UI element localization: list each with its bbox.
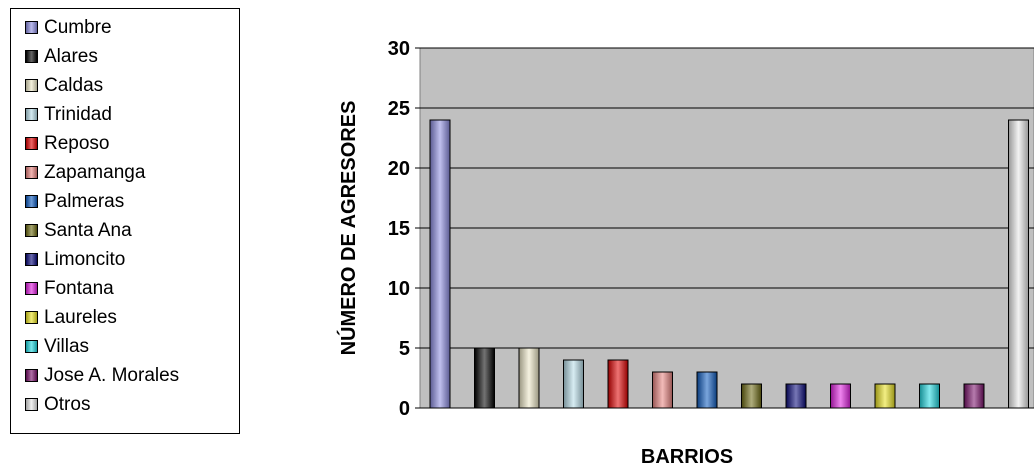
legend-label: Zapamanga [44, 161, 146, 183]
legend-item: Alares [25, 42, 239, 71]
legend-swatch [25, 398, 38, 411]
legend-item: Laureles [25, 303, 239, 332]
legend-label: Alares [44, 45, 98, 67]
legend-swatch [25, 21, 38, 34]
legend-item: Fontana [25, 274, 239, 303]
y-tick-label: 0 [399, 398, 410, 420]
y-tick-label: 30 [388, 38, 410, 60]
legend-item: Santa Ana [25, 216, 239, 245]
legend-item: Reposo [25, 129, 239, 158]
legend-label: Palmeras [44, 190, 125, 212]
bar-jose-a-morales [963, 383, 985, 409]
legend-swatch [25, 340, 38, 353]
legend-item: Villas [25, 332, 239, 361]
legend-label: Trinidad [44, 103, 112, 125]
y-axis-ticks: 0 5 10 15 20 25 30 [388, 38, 420, 420]
legend-label: Reposo [44, 132, 110, 154]
legend-label: Limoncito [44, 248, 126, 270]
bar-otros [1008, 119, 1029, 409]
y-tick-label: 25 [388, 98, 410, 120]
legend-swatch [25, 108, 38, 121]
legend-item: Zapamanga [25, 158, 239, 187]
legend-label: Jose A. Morales [44, 364, 180, 386]
legend-item: Palmeras [25, 187, 239, 216]
bar-santa-ana [741, 383, 762, 409]
legend-label: Villas [44, 335, 90, 357]
y-axis-label: NÚMERO DE AGRESORES [336, 101, 360, 356]
y-tick-label: 20 [388, 158, 410, 180]
legend-swatch [25, 311, 38, 324]
legend-item: Caldas [25, 71, 239, 100]
legend-item: Jose A. Morales [25, 361, 239, 390]
bar-zapamanga [652, 371, 673, 409]
legend-item: Otros [25, 390, 239, 419]
legend-swatch [25, 195, 38, 208]
y-tick-label: 10 [388, 278, 410, 300]
legend-swatch [25, 137, 38, 150]
bar-fontana [830, 383, 851, 409]
bar-trinidad [563, 359, 584, 409]
legend-item: Cumbre [25, 13, 239, 42]
legend-swatch [25, 166, 38, 179]
legend-swatch [25, 282, 38, 295]
bar-palmeras [696, 371, 718, 409]
legend-swatch [25, 369, 38, 382]
legend-item: Trinidad [25, 100, 239, 129]
y-tick-label: 5 [399, 338, 410, 360]
legend-label: Laureles [44, 306, 117, 328]
bar-alares [474, 347, 495, 409]
y-tick-label: 15 [388, 218, 410, 240]
bar-cumbre [429, 119, 451, 409]
legend-swatch [25, 253, 38, 266]
legend-label: Otros [44, 393, 91, 415]
legend-label: Fontana [44, 277, 114, 299]
legend-swatch [25, 79, 38, 92]
x-axis-label: BARRIOS [641, 446, 733, 467]
bar-reposo [607, 359, 629, 409]
bar-laureles [874, 383, 896, 409]
bar-limoncito [785, 383, 807, 409]
legend-label: Caldas [44, 74, 104, 96]
legend-item: Limoncito [25, 245, 239, 274]
legend-label: Santa Ana [44, 219, 132, 241]
bars [429, 119, 1029, 409]
legend-swatch [25, 224, 38, 237]
bar-villas [919, 383, 940, 409]
legend-swatch [25, 50, 38, 63]
legend: Cumbre Alares Caldas Trinidad Reposo Zapamang… [10, 8, 240, 434]
bar-caldas [518, 347, 540, 409]
legend-label: Cumbre [44, 16, 112, 38]
